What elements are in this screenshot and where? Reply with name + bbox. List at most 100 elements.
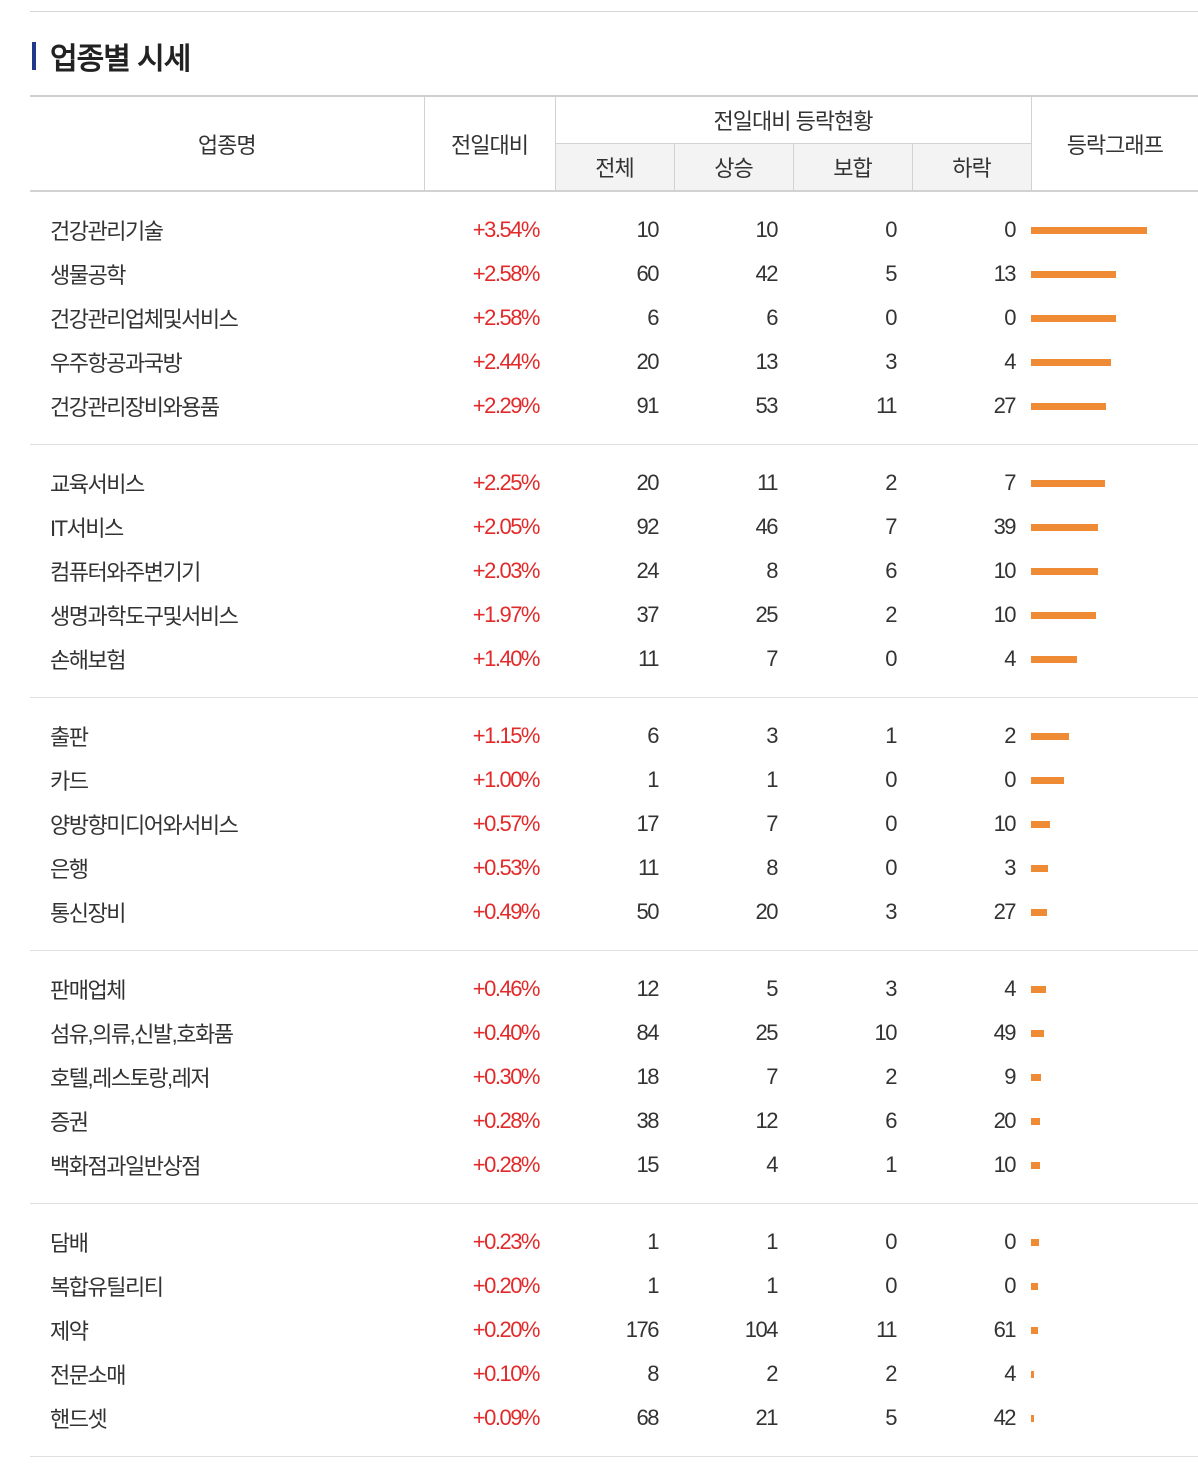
table-row: 건강관리기술 +3.54% 10 10 0 0 bbox=[30, 191, 1198, 252]
down-count: 27 bbox=[912, 890, 1032, 951]
up-count: 7 bbox=[766, 1064, 778, 1089]
flat-count: 0 bbox=[793, 637, 912, 698]
table-row: 통신장비 +0.49% 50 20 3 27 bbox=[30, 890, 1198, 951]
flat-count: 11 bbox=[876, 1317, 897, 1342]
flat-count: 2 bbox=[885, 1064, 897, 1089]
sector-name-link[interactable]: 교육서비스 bbox=[50, 472, 145, 497]
table-row: 복합유틸리티 +0.20% 1 1 0 0 bbox=[30, 1264, 1198, 1308]
up-count: 53 bbox=[674, 384, 793, 445]
sector-name-link[interactable]: 건강관리장비와용품 bbox=[30, 384, 424, 445]
change-graph-cell bbox=[1031, 1055, 1198, 1099]
change-graph-bar bbox=[1031, 1029, 1045, 1037]
sector-price-table: 업종명 전일대비 전일대비 등락현황 등락그래프 전체 상승 보합 하락 건강관… bbox=[30, 95, 1198, 1457]
change-graph-cell bbox=[1031, 593, 1198, 637]
table-row: IT서비스 +2.05% 92 46 7 39 bbox=[30, 505, 1198, 549]
change-graph-cell bbox=[1031, 252, 1198, 296]
table-row: 건강관리장비와용품 +2.29% 91 53 11 27 bbox=[30, 384, 1198, 445]
table-row: 손해보험 +1.40% 11 7 0 4 bbox=[30, 637, 1198, 698]
change-graph-cell bbox=[1031, 1099, 1198, 1143]
down-count: 20 bbox=[993, 1108, 1017, 1133]
change-graph-bar bbox=[1031, 1117, 1041, 1125]
sector-name-link[interactable]: 출판 bbox=[50, 725, 89, 750]
sector-name-link[interactable]: 생명과학도구및서비스 bbox=[50, 604, 239, 629]
sector-name-link[interactable]: 통신장비 bbox=[30, 890, 424, 951]
sector-name-link[interactable]: 담배 bbox=[50, 1231, 89, 1256]
flat-count: 10 bbox=[874, 1020, 898, 1045]
down-count: 61 bbox=[993, 1317, 1017, 1342]
up-count: 1 bbox=[766, 1273, 778, 1298]
change-graph-cell bbox=[1031, 1308, 1198, 1352]
change-graph-cell bbox=[1031, 637, 1198, 698]
up-count: 3 bbox=[766, 723, 778, 748]
down-count: 4 bbox=[912, 637, 1032, 698]
change-graph-bar bbox=[1031, 1161, 1041, 1169]
sector-name-link[interactable]: 건강관리기술 bbox=[50, 219, 164, 244]
down-count: 4 bbox=[1004, 976, 1016, 1001]
header-change: 전일대비 bbox=[423, 95, 555, 192]
total-count: 18 bbox=[636, 1064, 660, 1089]
table-row: 제약 +0.20% 176 104 11 61 bbox=[30, 1308, 1198, 1352]
up-count: 25 bbox=[755, 1020, 779, 1045]
change-graph-cell bbox=[1031, 1352, 1198, 1396]
change-graph-bar bbox=[1031, 820, 1051, 828]
change-rate: +3.54% bbox=[472, 217, 541, 242]
sector-name-link[interactable]: 컴퓨터와주변기기 bbox=[50, 560, 201, 585]
down-count: 10 bbox=[993, 811, 1017, 836]
sector-name-link[interactable]: 판매업체 bbox=[50, 978, 126, 1003]
up-count: 4 bbox=[674, 1143, 793, 1204]
sector-name-link[interactable]: 호텔,레스토랑,레저 bbox=[50, 1066, 211, 1091]
change-graph-cell bbox=[1031, 340, 1198, 384]
flat-count: 11 bbox=[793, 384, 912, 445]
flat-count: 5 bbox=[885, 261, 897, 286]
sector-name-link[interactable]: 생물공학 bbox=[50, 263, 126, 288]
sector-name-link[interactable]: 전문소매 bbox=[50, 1363, 126, 1388]
flat-count: 1 bbox=[793, 1143, 912, 1204]
change-graph-cell bbox=[1031, 384, 1198, 445]
change-graph-bar bbox=[1031, 908, 1048, 916]
sector-name-link[interactable]: 제약 bbox=[50, 1319, 89, 1344]
table-row: 카드 +1.00% 1 1 0 0 bbox=[30, 758, 1198, 802]
change-rate: +0.28% bbox=[424, 1143, 555, 1204]
change-graph-cell bbox=[1031, 1264, 1198, 1308]
sector-name-link[interactable]: 손해보험 bbox=[30, 637, 424, 698]
up-count: 8 bbox=[766, 855, 778, 880]
change-graph-cell bbox=[1031, 698, 1198, 759]
change-graph-cell bbox=[1031, 1011, 1198, 1055]
down-count: 7 bbox=[1004, 470, 1016, 495]
sector-name-link[interactable]: 건강관리업체및서비스 bbox=[50, 307, 239, 332]
total-count: 60 bbox=[636, 261, 660, 286]
sector-name-link[interactable]: 섬유,의류,신발,호화품 bbox=[50, 1022, 234, 1047]
total-count: 17 bbox=[636, 811, 660, 836]
change-rate: +0.23% bbox=[472, 1229, 541, 1254]
change-graph-cell bbox=[1031, 445, 1198, 506]
change-graph-cell bbox=[1031, 1143, 1198, 1204]
change-rate: +0.40% bbox=[472, 1020, 541, 1045]
sector-name-link[interactable]: 카드 bbox=[50, 769, 89, 794]
total-count: 15 bbox=[555, 1143, 674, 1204]
change-graph-bar bbox=[1031, 1282, 1039, 1290]
change-graph-bar bbox=[1031, 314, 1117, 322]
table-row: 은행 +0.53% 11 8 0 3 bbox=[30, 846, 1198, 890]
sector-name-link[interactable]: 은행 bbox=[50, 857, 89, 882]
flat-count: 6 bbox=[885, 1108, 897, 1133]
sector-name-link[interactable]: IT서비스 bbox=[50, 516, 124, 541]
down-count: 3 bbox=[1004, 855, 1016, 880]
up-count: 1 bbox=[766, 1229, 778, 1254]
up-count: 2 bbox=[766, 1361, 778, 1386]
sector-name-link[interactable]: 양방향미디어와서비스 bbox=[50, 813, 239, 838]
up-count: 42 bbox=[755, 261, 779, 286]
up-count: 7 bbox=[766, 811, 778, 836]
sector-name-link[interactable]: 핸드셋 bbox=[30, 1396, 424, 1457]
sector-name-link[interactable]: 복합유틸리티 bbox=[50, 1275, 164, 1300]
change-graph-bar bbox=[1031, 1238, 1040, 1246]
table-row: 양방향미디어와서비스 +0.57% 17 7 0 10 bbox=[30, 802, 1198, 846]
up-count: 8 bbox=[766, 558, 778, 583]
change-rate: +0.28% bbox=[472, 1108, 541, 1133]
up-count: 1 bbox=[766, 767, 778, 792]
change-rate: +2.05% bbox=[472, 514, 541, 539]
sector-name-link[interactable]: 증권 bbox=[50, 1110, 89, 1135]
sector-name-link[interactable]: 백화점과일반상점 bbox=[30, 1143, 424, 1204]
sector-name-link[interactable]: 우주항공과국방 bbox=[50, 351, 183, 376]
change-rate: +0.49% bbox=[424, 890, 555, 951]
total-count: 91 bbox=[555, 384, 674, 445]
